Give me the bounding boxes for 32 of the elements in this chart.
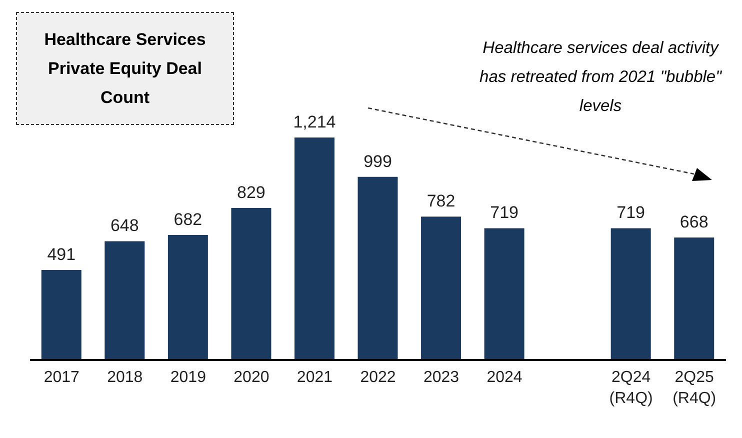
x-tick-label: 2017 [44,369,80,386]
chart-title: Healthcare Services Private Equity Deal Count [16,12,234,125]
data-label: 999 [364,152,392,171]
x-tick-label: 2Q24 (R4Q) [609,369,653,407]
bar [231,208,272,360]
bar [484,228,524,360]
x-tick-label: 2Q25 (R4Q) [672,369,716,407]
data-label: 491 [47,244,76,264]
data-label: 829 [237,183,266,202]
x-tick-label: 2021 [296,369,333,386]
x-tick-label: 2019 [170,369,206,386]
bar [421,216,462,360]
x-tick-label: 2024 [486,369,522,386]
bar [358,176,398,360]
data-label: 719 [616,203,646,222]
bar [294,137,334,360]
bar [168,234,208,360]
data-label: 1,214 [293,112,336,132]
bar [610,228,651,360]
data-label: 782 [426,192,456,211]
bar [104,241,145,360]
data-label: 668 [680,212,708,232]
bar [674,238,714,360]
x-tick-label: 2020 [234,369,270,386]
data-label: 648 [110,216,139,236]
x-tick-label: 2018 [107,369,143,386]
x-tick-label: 2023 [423,369,460,386]
data-label: 719 [490,203,518,222]
data-label: 682 [174,210,202,229]
x-tick-label: 2022 [360,369,396,386]
text: Healthcare services deal activity has retreated from 2021 "bubble" levels [478,38,723,117]
bar [41,270,82,360]
